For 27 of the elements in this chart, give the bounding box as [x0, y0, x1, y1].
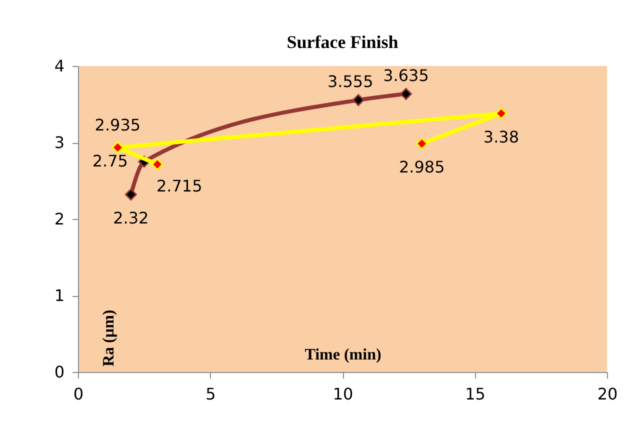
- data-label: 2.935: [94, 115, 141, 134]
- y-tick-label: 4: [54, 56, 64, 76]
- point: [416, 138, 428, 150]
- data-label: 2.715: [156, 176, 202, 196]
- x-axis-title: Time (min): [304, 346, 382, 364]
- y-tick-label: 3: [54, 133, 64, 152]
- data-label: 2.985: [398, 158, 445, 177]
- x-tick-label: 5: [206, 384, 216, 404]
- data-label: 2.75: [92, 152, 128, 171]
- x-tick-label: 10: [332, 384, 354, 404]
- x-tick-label: 0: [73, 384, 84, 404]
- y-axis-title: Ra (µm): [100, 310, 118, 366]
- point: [495, 107, 508, 120]
- y-tick-label: 0: [54, 362, 64, 382]
- x-tick-label: 20: [597, 384, 618, 404]
- y-tick-label: 2: [54, 210, 64, 228]
- x-tick-label: 15: [465, 384, 486, 404]
- point: [352, 94, 364, 106]
- point: [124, 188, 137, 201]
- data-label: 3.635: [383, 66, 429, 85]
- chart-title: Surface Finish: [286, 32, 398, 52]
- data-label: 3.555: [327, 72, 374, 92]
- y-tick-label: 1: [54, 286, 64, 305]
- point: [400, 88, 412, 100]
- data-label: 3.38: [483, 127, 520, 146]
- data-label: 2.32: [113, 208, 149, 228]
- point: [151, 158, 164, 170]
